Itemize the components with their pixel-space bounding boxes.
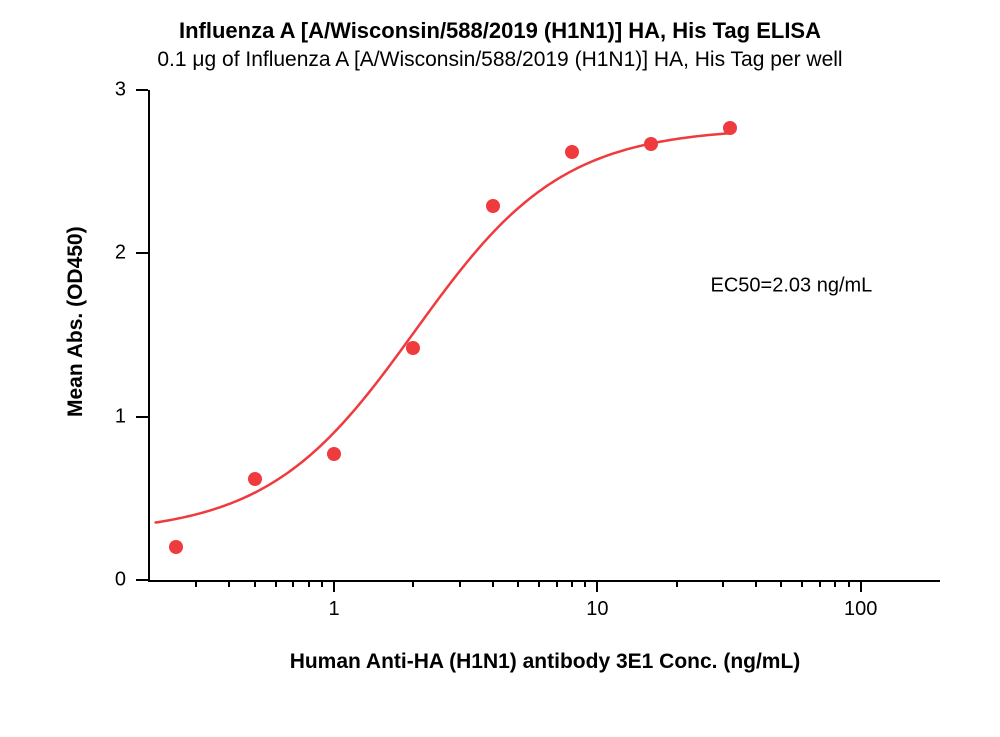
x-tick-minor [780,580,782,587]
fit-curve [150,90,940,580]
data-point [406,341,420,355]
y-tick-major [136,579,148,581]
x-tick-minor [722,580,724,587]
x-tick-minor [321,580,323,587]
data-point [723,121,737,135]
x-tick-major [596,580,598,592]
chart-canvas: Influenza A [A/Wisconsin/588/2019 (H1N1)… [0,0,1000,737]
x-tick-label: 10 [586,598,608,621]
x-tick-minor [459,580,461,587]
x-axis-label: Human Anti-HA (H1N1) antibody 3E1 Conc. … [150,650,940,674]
y-tick-label: 1 [115,405,126,428]
data-point [644,137,658,151]
chart-subtitle: 0.1 μg of Influenza A [A/Wisconsin/588/2… [0,48,1000,72]
y-tick-label: 2 [115,242,126,265]
x-tick-label: 100 [844,598,877,621]
x-tick-minor [676,580,678,587]
y-tick-label: 0 [115,569,126,592]
x-tick-minor [228,580,230,587]
x-tick-minor [538,580,540,587]
x-tick-minor [492,580,494,587]
x-tick-minor [834,580,836,587]
x-tick-minor [848,580,850,587]
x-axis-line [150,580,940,582]
x-tick-minor [819,580,821,587]
x-tick-label: 1 [328,598,339,621]
x-tick-minor [755,580,757,587]
y-tick-label: 3 [115,79,126,102]
y-axis-label: Mean Abs. (OD450) [64,227,88,418]
x-tick-minor [412,580,414,587]
x-tick-minor [571,580,573,587]
y-tick-major [136,416,148,418]
x-tick-minor [584,580,586,587]
x-tick-minor [308,580,310,587]
x-tick-major [333,580,335,592]
x-tick-minor [801,580,803,587]
x-tick-minor [517,580,519,587]
plot-area: EC50=2.03 ng/mL 1101000123 [150,90,940,580]
data-point [327,447,341,461]
data-point [248,472,262,486]
data-point [486,199,500,213]
x-tick-major [860,580,862,592]
y-tick-major [136,252,148,254]
data-point [169,540,183,554]
x-tick-minor [195,580,197,587]
ec50-annotation: EC50=2.03 ng/mL [711,275,873,298]
fit-curve-path [156,133,731,522]
y-tick-major [136,89,148,91]
x-tick-minor [275,580,277,587]
x-tick-minor [556,580,558,587]
x-tick-minor [254,580,256,587]
chart-title: Influenza A [A/Wisconsin/588/2019 (H1N1)… [0,18,1000,44]
data-point [565,145,579,159]
x-tick-minor [292,580,294,587]
